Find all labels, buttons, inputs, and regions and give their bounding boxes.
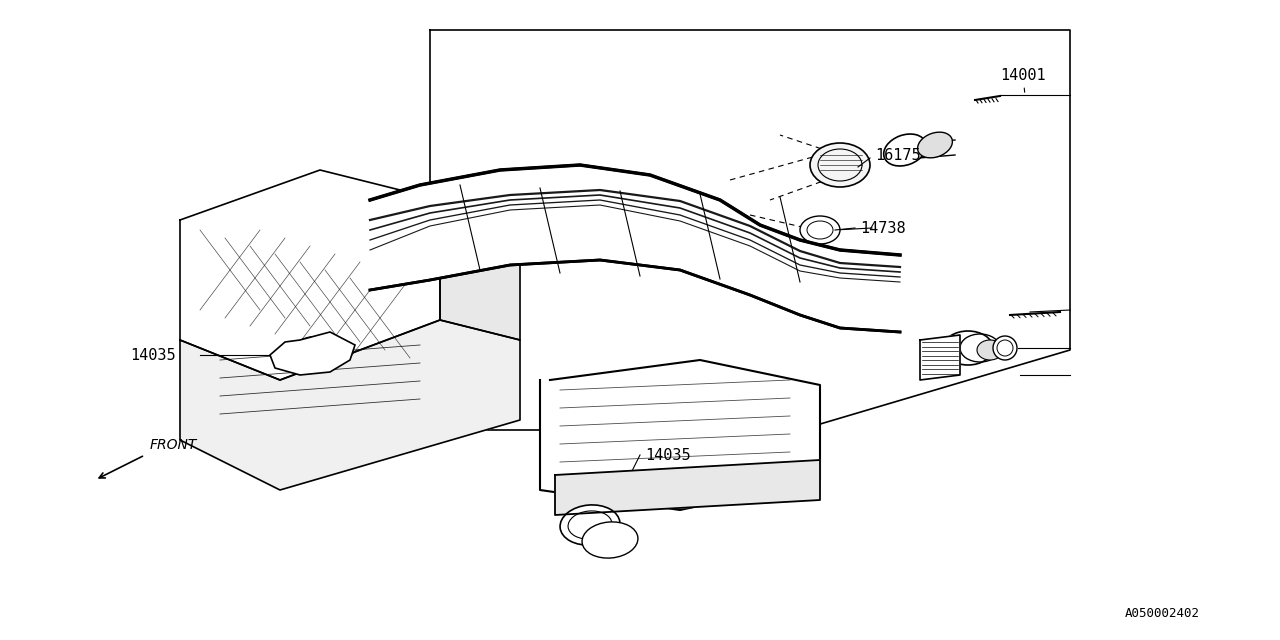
Ellipse shape	[993, 336, 1018, 360]
Polygon shape	[370, 165, 900, 332]
Polygon shape	[180, 320, 520, 490]
Ellipse shape	[800, 216, 840, 244]
Ellipse shape	[561, 505, 620, 545]
Polygon shape	[556, 460, 820, 515]
Ellipse shape	[943, 331, 993, 365]
Polygon shape	[540, 360, 820, 510]
Polygon shape	[270, 332, 355, 375]
Text: A050002402: A050002402	[1125, 607, 1201, 620]
Ellipse shape	[883, 134, 927, 166]
Text: 14035: 14035	[645, 447, 691, 463]
Ellipse shape	[582, 522, 637, 558]
Polygon shape	[440, 200, 520, 340]
Polygon shape	[920, 335, 960, 380]
Ellipse shape	[918, 132, 952, 158]
Polygon shape	[180, 170, 440, 380]
Text: 14738: 14738	[860, 221, 906, 236]
Text: 16175: 16175	[876, 147, 920, 163]
Ellipse shape	[977, 340, 1004, 360]
Ellipse shape	[288, 337, 338, 373]
Text: FRONT: FRONT	[150, 438, 197, 452]
Text: 14001: 14001	[1000, 67, 1046, 92]
Text: 14035: 14035	[131, 348, 175, 362]
Ellipse shape	[810, 143, 870, 187]
